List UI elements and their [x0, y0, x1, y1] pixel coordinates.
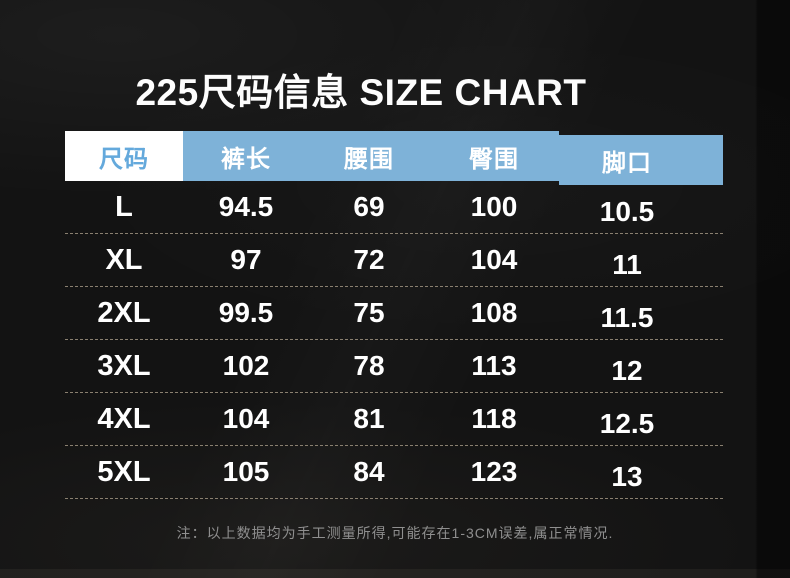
cell-size: L	[115, 190, 133, 223]
table-row-5xl: 5XL 105 84 123 13	[65, 446, 723, 499]
cell-pant-length: 99.5	[218, 297, 274, 328]
cell-leg-opening: 12	[611, 355, 643, 386]
header-cell-size: 尺码	[65, 131, 183, 181]
cell-waist: 84	[353, 456, 385, 487]
header-cell-hip: 臀围	[429, 131, 559, 181]
cell-pant-length: 105	[222, 456, 270, 487]
cell-hip: 100	[470, 191, 518, 222]
cell-hip: 123	[470, 456, 518, 487]
size-table: 尺码 裤长 腰围 臀围 脚口 L 94.5 69 100 10.5 XL 97 …	[65, 131, 723, 499]
cell-size: 5XL	[97, 455, 151, 488]
header-cell-pant-length: 裤长	[183, 131, 309, 181]
header-cell-leg-opening: 脚口	[559, 135, 723, 185]
cell-pant-length: 97	[230, 244, 262, 275]
page-title: 225尺码信息 SIZE CHART	[135, 72, 587, 113]
cell-hip: 104	[470, 244, 518, 275]
cell-hip: 108	[470, 297, 518, 328]
header-cell-waist: 腰围	[309, 131, 429, 181]
cell-pant-length: 104	[222, 403, 270, 434]
cell-size: 3XL	[97, 349, 151, 382]
cell-waist: 78	[353, 350, 385, 381]
cell-waist: 81	[353, 403, 385, 434]
cell-leg-opening: 11	[612, 249, 642, 280]
cell-leg-opening: 12.5	[599, 408, 655, 439]
cell-pant-length: 102	[222, 350, 270, 381]
cell-waist: 75	[353, 297, 385, 328]
cell-hip: 118	[471, 403, 517, 434]
measurement-note: 注：以上数据均为手工测量所得,可能存在1-3CM误差,属正常情况.	[176, 525, 614, 541]
cell-size: 4XL	[97, 402, 151, 435]
cell-size: XL	[105, 243, 143, 276]
cell-leg-opening: 10.5	[599, 196, 655, 227]
table-row-l: L 94.5 69 100 10.5	[65, 181, 723, 234]
table-row-2xl: 2XL 99.5 75 108 11.5	[65, 287, 723, 340]
cell-pant-length: 94.5	[218, 191, 274, 222]
table-row-3xl: 3XL 102 78 113 12	[65, 340, 723, 393]
cell-size: 2XL	[97, 296, 151, 329]
table-row-xl: XL 97 72 104 11	[65, 234, 723, 287]
table-header-row: 尺码 裤长 腰围 臀围 脚口	[65, 131, 723, 185]
cell-leg-opening: 11.5	[600, 302, 654, 333]
cell-waist: 69	[353, 191, 385, 222]
cell-waist: 72	[353, 244, 385, 275]
table-row-4xl: 4XL 104 81 118 12.5	[65, 393, 723, 446]
cell-hip: 113	[471, 350, 517, 381]
cell-leg-opening: 13	[611, 461, 643, 492]
